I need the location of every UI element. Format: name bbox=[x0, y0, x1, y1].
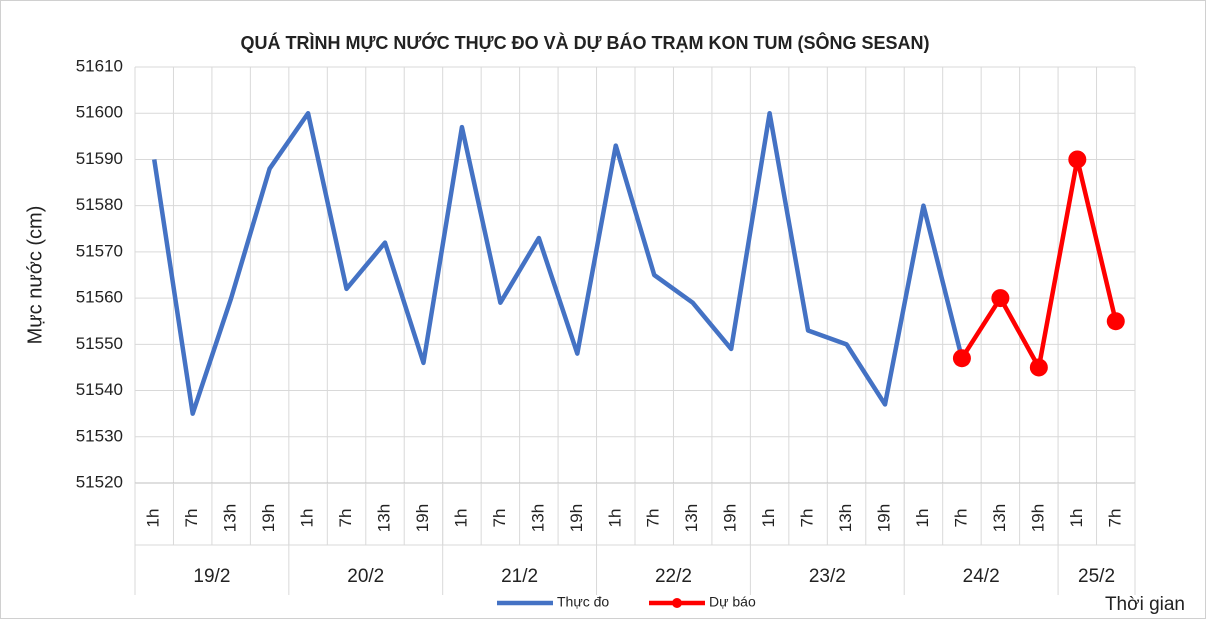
x-tick-label: 7h bbox=[336, 509, 355, 528]
x-tick-label: 13h bbox=[374, 504, 393, 532]
x-tick-label: 7h bbox=[951, 509, 970, 528]
x-tick-label: 7h bbox=[490, 509, 509, 528]
x-tick-label: 7h bbox=[644, 509, 663, 528]
x-tick-label: 1h bbox=[913, 509, 932, 528]
series-marker bbox=[991, 289, 1010, 308]
y-tick-label: 51530 bbox=[76, 426, 123, 445]
legend-label: Dự báo bbox=[709, 594, 756, 610]
series-marker bbox=[1068, 150, 1087, 169]
legend-label: Thực đo bbox=[557, 594, 609, 610]
x-tick-label: 1h bbox=[144, 509, 163, 528]
x-tick-label: 13h bbox=[528, 504, 547, 532]
series-line bbox=[152, 110, 965, 416]
x-tick-label: 19h bbox=[259, 504, 278, 532]
x-group-label: 22/2 bbox=[655, 566, 692, 587]
x-axis-label: Thời gian bbox=[1105, 594, 1185, 615]
x-group-label: 23/2 bbox=[809, 566, 846, 587]
x-group-label: 25/2 bbox=[1078, 566, 1115, 587]
y-axis-label: Mực nước (cm) bbox=[24, 206, 46, 345]
series-marker bbox=[952, 349, 971, 368]
y-tick-label: 51580 bbox=[76, 195, 123, 214]
x-group-label: 19/2 bbox=[193, 566, 230, 587]
chart-title: QUÁ TRÌNH MỰC NƯỚC THỰC ĐO VÀ DỰ BÁO TRẠ… bbox=[240, 32, 929, 53]
series-marker bbox=[1029, 358, 1048, 377]
x-tick-label: 13h bbox=[990, 504, 1009, 532]
y-tick-label: 51610 bbox=[76, 56, 123, 75]
x-tick-label: 19h bbox=[874, 504, 893, 532]
x-tick-label: 19h bbox=[721, 504, 740, 532]
x-tick-label: 7h bbox=[1105, 509, 1124, 528]
x-tick-label: 7h bbox=[182, 509, 201, 528]
y-tick-label: 51600 bbox=[76, 103, 123, 122]
x-tick-label: 19h bbox=[413, 504, 432, 532]
x-tick-label: 13h bbox=[221, 504, 240, 532]
y-tick-label: 51590 bbox=[76, 149, 123, 168]
x-group-label: 24/2 bbox=[963, 566, 1000, 587]
y-tick-label: 51540 bbox=[76, 380, 123, 399]
x-tick-label: 13h bbox=[836, 504, 855, 532]
x-tick-label: 1h bbox=[451, 509, 470, 528]
x-tick-label: 13h bbox=[682, 504, 701, 532]
series-marker bbox=[1106, 312, 1125, 331]
legend-marker bbox=[672, 598, 682, 608]
x-tick-label: 1h bbox=[605, 509, 624, 528]
x-tick-label: 1h bbox=[759, 509, 778, 528]
y-tick-label: 51520 bbox=[76, 472, 123, 491]
x-tick-label: 1h bbox=[298, 509, 317, 528]
y-tick-label: 51550 bbox=[76, 334, 123, 353]
x-group-label: 21/2 bbox=[501, 566, 538, 587]
x-tick-label: 7h bbox=[798, 509, 817, 528]
x-tick-label: 19h bbox=[1028, 504, 1047, 532]
x-tick-label: 1h bbox=[1067, 509, 1086, 528]
x-tick-label: 19h bbox=[567, 504, 586, 532]
x-group-label: 20/2 bbox=[347, 566, 384, 587]
y-tick-label: 51570 bbox=[76, 241, 123, 260]
y-tick-label: 51560 bbox=[76, 288, 123, 307]
